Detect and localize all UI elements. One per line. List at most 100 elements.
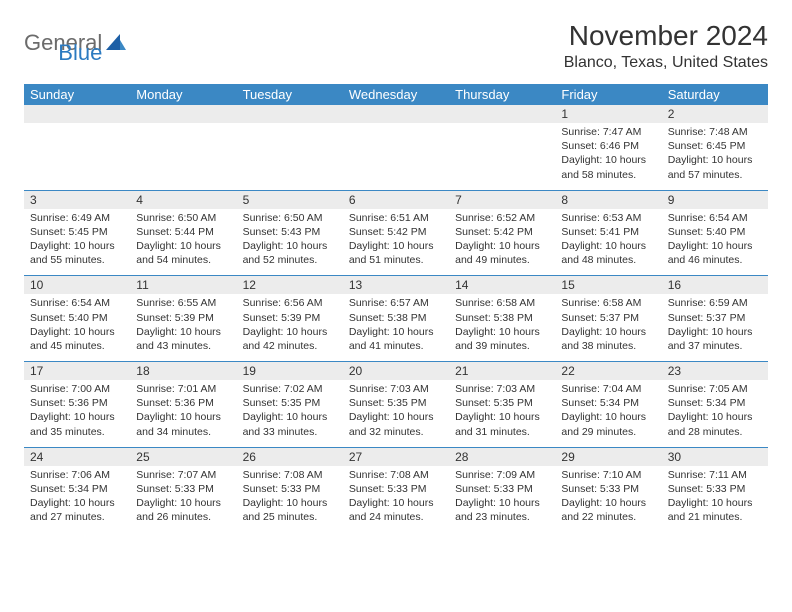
sunrise-text: Sunrise: 7:00 AM <box>30 382 124 396</box>
sunset-text: Sunset: 5:35 PM <box>349 396 443 410</box>
sunset-text: Sunset: 5:37 PM <box>668 311 762 325</box>
day-number-cell: 17 <box>24 362 130 381</box>
daylight-text: Daylight: 10 hours and 32 minutes. <box>349 410 443 438</box>
day-content-cell <box>130 123 236 190</box>
day-number-cell: 2 <box>662 105 768 123</box>
sunset-text: Sunset: 5:42 PM <box>455 225 549 239</box>
sunrise-text: Sunrise: 6:57 AM <box>349 296 443 310</box>
sunset-text: Sunset: 5:35 PM <box>243 396 337 410</box>
sunrise-text: Sunrise: 7:08 AM <box>349 468 443 482</box>
sunrise-text: Sunrise: 6:58 AM <box>561 296 655 310</box>
sunset-text: Sunset: 5:36 PM <box>30 396 124 410</box>
day-content-row: Sunrise: 7:00 AMSunset: 5:36 PMDaylight:… <box>24 380 768 447</box>
title-block: November 2024 Blanco, Texas, United Stat… <box>564 20 768 72</box>
day-number-cell: 15 <box>555 276 661 295</box>
sunrise-text: Sunrise: 6:51 AM <box>349 211 443 225</box>
day-number-row: 12 <box>24 105 768 123</box>
sunrise-text: Sunrise: 7:07 AM <box>136 468 230 482</box>
day-content-cell: Sunrise: 7:08 AMSunset: 5:33 PMDaylight:… <box>343 466 449 533</box>
day-header-sun: Sunday <box>24 84 130 105</box>
calendar-body: 12Sunrise: 7:47 AMSunset: 6:46 PMDayligh… <box>24 105 768 532</box>
day-header-wed: Wednesday <box>343 84 449 105</box>
day-content-cell: Sunrise: 7:03 AMSunset: 5:35 PMDaylight:… <box>343 380 449 447</box>
sunrise-text: Sunrise: 6:52 AM <box>455 211 549 225</box>
day-number-cell: 4 <box>130 190 236 209</box>
sunset-text: Sunset: 5:44 PM <box>136 225 230 239</box>
sunrise-text: Sunrise: 7:02 AM <box>243 382 337 396</box>
logo: General Blue <box>24 20 102 66</box>
day-content-cell: Sunrise: 6:57 AMSunset: 5:38 PMDaylight:… <box>343 294 449 361</box>
day-content-cell: Sunrise: 6:49 AMSunset: 5:45 PMDaylight:… <box>24 209 130 276</box>
sunrise-text: Sunrise: 7:03 AM <box>349 382 443 396</box>
daylight-text: Daylight: 10 hours and 49 minutes. <box>455 239 549 267</box>
day-number-cell: 19 <box>237 362 343 381</box>
day-content-cell: Sunrise: 7:06 AMSunset: 5:34 PMDaylight:… <box>24 466 130 533</box>
daylight-text: Daylight: 10 hours and 26 minutes. <box>136 496 230 524</box>
sunrise-text: Sunrise: 6:56 AM <box>243 296 337 310</box>
day-header-sat: Saturday <box>662 84 768 105</box>
logo-text-blue: Blue <box>58 40 102 66</box>
day-number-cell: 16 <box>662 276 768 295</box>
header: General Blue November 2024 Blanco, Texas… <box>24 20 768 72</box>
calendar-header-row: Sunday Monday Tuesday Wednesday Thursday… <box>24 84 768 105</box>
day-number-cell <box>343 105 449 123</box>
day-number-cell: 1 <box>555 105 661 123</box>
day-content-cell: Sunrise: 6:53 AMSunset: 5:41 PMDaylight:… <box>555 209 661 276</box>
day-content-cell: Sunrise: 7:04 AMSunset: 5:34 PMDaylight:… <box>555 380 661 447</box>
sunrise-text: Sunrise: 7:04 AM <box>561 382 655 396</box>
daylight-text: Daylight: 10 hours and 35 minutes. <box>30 410 124 438</box>
day-content-cell <box>449 123 555 190</box>
day-content-cell: Sunrise: 6:55 AMSunset: 5:39 PMDaylight:… <box>130 294 236 361</box>
day-number-cell <box>449 105 555 123</box>
daylight-text: Daylight: 10 hours and 42 minutes. <box>243 325 337 353</box>
sunset-text: Sunset: 5:45 PM <box>30 225 124 239</box>
sunrise-text: Sunrise: 6:50 AM <box>243 211 337 225</box>
day-number-cell: 6 <box>343 190 449 209</box>
day-number-cell: 24 <box>24 447 130 466</box>
sunset-text: Sunset: 5:33 PM <box>349 482 443 496</box>
day-content-cell: Sunrise: 6:58 AMSunset: 5:38 PMDaylight:… <box>449 294 555 361</box>
sunrise-text: Sunrise: 7:06 AM <box>30 468 124 482</box>
logo-sail-icon <box>106 32 128 55</box>
sunset-text: Sunset: 5:38 PM <box>349 311 443 325</box>
sunset-text: Sunset: 6:46 PM <box>561 139 655 153</box>
sunset-text: Sunset: 5:33 PM <box>668 482 762 496</box>
month-title: November 2024 <box>564 20 768 52</box>
day-content-cell: Sunrise: 6:54 AMSunset: 5:40 PMDaylight:… <box>662 209 768 276</box>
sunset-text: Sunset: 5:40 PM <box>668 225 762 239</box>
sunrise-text: Sunrise: 6:50 AM <box>136 211 230 225</box>
sunrise-text: Sunrise: 6:54 AM <box>30 296 124 310</box>
day-number-cell: 9 <box>662 190 768 209</box>
day-content-row: Sunrise: 7:47 AMSunset: 6:46 PMDaylight:… <box>24 123 768 190</box>
daylight-text: Daylight: 10 hours and 24 minutes. <box>349 496 443 524</box>
day-content-cell: Sunrise: 7:03 AMSunset: 5:35 PMDaylight:… <box>449 380 555 447</box>
day-number-cell: 27 <box>343 447 449 466</box>
sunrise-text: Sunrise: 7:10 AM <box>561 468 655 482</box>
day-content-cell <box>343 123 449 190</box>
day-number-cell: 26 <box>237 447 343 466</box>
sunset-text: Sunset: 5:33 PM <box>455 482 549 496</box>
daylight-text: Daylight: 10 hours and 34 minutes. <box>136 410 230 438</box>
daylight-text: Daylight: 10 hours and 29 minutes. <box>561 410 655 438</box>
sunset-text: Sunset: 5:38 PM <box>455 311 549 325</box>
day-content-cell: Sunrise: 6:50 AMSunset: 5:44 PMDaylight:… <box>130 209 236 276</box>
day-content-cell: Sunrise: 7:11 AMSunset: 5:33 PMDaylight:… <box>662 466 768 533</box>
day-number-row: 10111213141516 <box>24 276 768 295</box>
sunset-text: Sunset: 5:41 PM <box>561 225 655 239</box>
day-number-cell: 5 <box>237 190 343 209</box>
day-number-cell: 30 <box>662 447 768 466</box>
daylight-text: Daylight: 10 hours and 51 minutes. <box>349 239 443 267</box>
day-number-cell: 8 <box>555 190 661 209</box>
day-number-cell <box>24 105 130 123</box>
day-number-row: 3456789 <box>24 190 768 209</box>
day-content-cell <box>24 123 130 190</box>
daylight-text: Daylight: 10 hours and 27 minutes. <box>30 496 124 524</box>
daylight-text: Daylight: 10 hours and 23 minutes. <box>455 496 549 524</box>
day-number-cell: 18 <box>130 362 236 381</box>
day-header-thu: Thursday <box>449 84 555 105</box>
day-number-cell: 21 <box>449 362 555 381</box>
day-content-cell <box>237 123 343 190</box>
day-content-cell: Sunrise: 6:51 AMSunset: 5:42 PMDaylight:… <box>343 209 449 276</box>
sunset-text: Sunset: 5:34 PM <box>30 482 124 496</box>
sunrise-text: Sunrise: 6:58 AM <box>455 296 549 310</box>
